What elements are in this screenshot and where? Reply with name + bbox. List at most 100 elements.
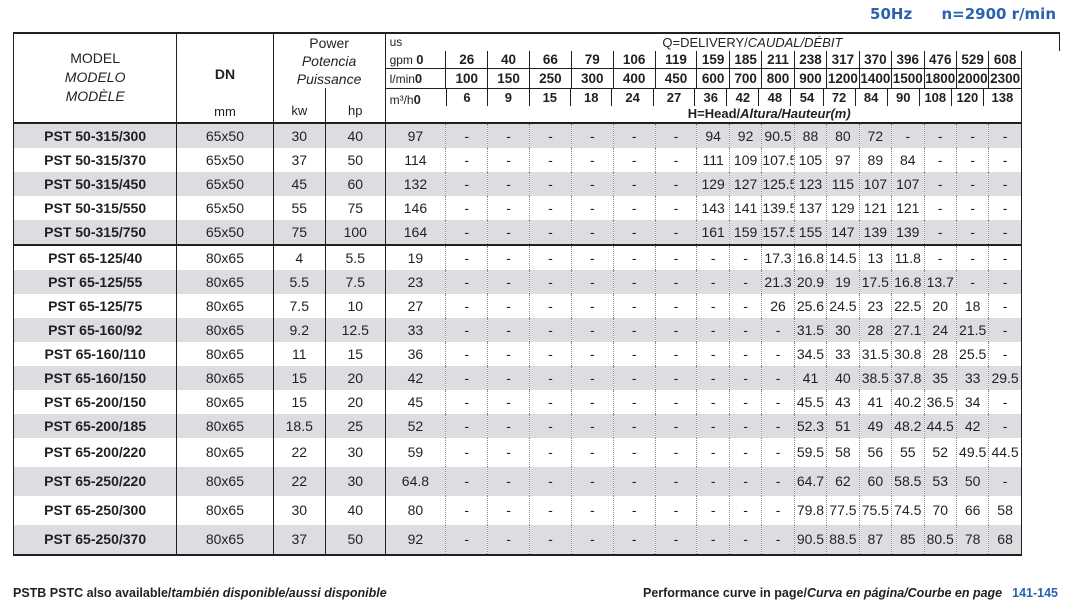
head-cell: 109 (729, 147, 763, 172)
head-cell: - (988, 219, 1022, 246)
head-cell: 25.5 (956, 341, 990, 366)
lmin-value: 400 (612, 68, 656, 89)
lmin-row: l/min0 100 150 250 300 400 450 600 700 800 900 120… (14, 68, 1060, 89)
head-cell: - (529, 341, 572, 366)
table-row: PST 65-250/300 80x65 30 40 80- - - - - - - - -79.8 77… (12, 495, 1060, 525)
table-row: PST 50-315/750 65x50 75 100 164- - - - - -161 159 1… (12, 219, 1060, 246)
kw-cell: 15 (273, 389, 326, 414)
head-cell: - (445, 389, 489, 414)
head-cell: 125.5 (761, 171, 795, 196)
head-cell: 155 (794, 219, 828, 246)
head-cell: 68 (988, 524, 1022, 556)
head-cell: 34 (956, 389, 990, 414)
table-row: PST 50-315/450 65x50 45 60 132- - - - - -129 127 12… (12, 171, 1060, 196)
head-cell: - (924, 219, 957, 246)
head-cell: - (761, 524, 795, 556)
head-cell: 18 (956, 293, 990, 318)
head-cell: - (445, 341, 489, 366)
head-cell: - (487, 365, 530, 390)
power-header: Power Potencia Puissance (273, 32, 386, 88)
kw-cell: 7.5 (273, 293, 326, 318)
head-cell: - (655, 121, 698, 148)
table-row: PST 50-315/370 65x50 37 50 114- - - - - -111 109 10… (12, 147, 1060, 172)
head-cell: - (696, 244, 730, 270)
head-cell: - (655, 269, 698, 294)
head-cell: - (487, 317, 530, 342)
head-cell: 38.5 (859, 365, 893, 390)
head-cell: - (571, 466, 614, 496)
model-cell: PST 50-315/550 (12, 195, 178, 220)
head-cell: 26 (761, 293, 795, 318)
head-cell: - (956, 269, 990, 294)
hp-cell: 15 (325, 341, 386, 366)
head-cell: 30 (826, 317, 860, 342)
m3h-value: 72 (822, 88, 856, 106)
head-cell: 40.2 (891, 389, 925, 414)
head-cell: - (729, 466, 763, 496)
head-cell: 36.5 (924, 389, 957, 414)
gpm-value: 529 (955, 50, 989, 69)
head-cell: - (729, 495, 763, 525)
head-cell: - (655, 244, 698, 270)
head-cell: - (655, 317, 698, 342)
head-cell: 16.8 (891, 269, 925, 294)
head-cell: 139.5 (761, 195, 795, 220)
head-cell: - (655, 365, 698, 390)
m3h-value: 9 (487, 88, 530, 106)
head-cell: - (761, 317, 795, 342)
head-cell: 78 (956, 524, 990, 556)
head-cell: - (487, 341, 530, 366)
hp-cell: 20 (325, 365, 386, 390)
head-cell: - (956, 171, 990, 196)
gpm-unit: gpm 0 (385, 50, 446, 69)
head-cell: - (529, 317, 572, 342)
head-cell: - (487, 466, 530, 496)
head-cell: - (529, 466, 572, 496)
head-cell: - (988, 389, 1022, 414)
dn-cell: 65x50 (176, 171, 274, 196)
head-cell: - (487, 293, 530, 318)
head-cell: - (988, 413, 1022, 438)
model-header-fr: MODÈLE (65, 88, 125, 105)
kw-cell: 30 (273, 495, 326, 525)
head-cell: - (729, 341, 763, 366)
dn-cell: 80x65 (176, 413, 274, 438)
lmin-value: 2000 (955, 68, 989, 89)
head-cell: - (924, 195, 957, 220)
head-cell: 62 (826, 466, 860, 496)
head-cell: 58.5 (891, 466, 925, 496)
lmin-value: 150 (487, 68, 530, 89)
m3h-value: 36 (694, 88, 727, 106)
head-cell: 31.5 (794, 317, 828, 342)
head-cell: 88.5 (826, 524, 860, 556)
kw-cell: 4 (273, 244, 326, 270)
head-zero-cell: 33 (384, 317, 447, 342)
model-cell: PST 50-315/750 (12, 219, 178, 246)
hp-cell: 25 (325, 413, 386, 438)
head-cell: 30.8 (891, 341, 925, 366)
head-cell: - (655, 195, 698, 220)
head-cell: - (571, 495, 614, 525)
hp-cell: 75 (325, 195, 386, 220)
head-cell: - (729, 244, 763, 270)
table-row: PST 65-160/92 80x65 9.2 12.5 33- - - - - - - - -31.5… (12, 317, 1060, 342)
head-cell: - (696, 341, 730, 366)
head-cell: - (529, 293, 572, 318)
head-cell: - (696, 413, 730, 438)
kw-cell: 55 (273, 195, 326, 220)
head-cell: - (487, 219, 530, 246)
head-cell: 44.5 (924, 413, 957, 438)
model-header: MODEL MODELO MODÈLE (12, 32, 178, 123)
gpm-value: 106 (612, 50, 656, 69)
head-cell: 74.5 (891, 495, 925, 525)
head-cell: - (487, 389, 530, 414)
m3h-value: 108 (918, 88, 952, 106)
head-cell: - (613, 317, 656, 342)
hp-cell: 7.5 (325, 269, 386, 294)
head-cell: 41 (859, 389, 893, 414)
gpm-value: 79 (570, 50, 614, 69)
head-cell: 20.9 (794, 269, 828, 294)
head-cell: 19 (826, 269, 860, 294)
head-cell: 53 (924, 466, 957, 496)
lmin-value: 800 (761, 68, 795, 89)
